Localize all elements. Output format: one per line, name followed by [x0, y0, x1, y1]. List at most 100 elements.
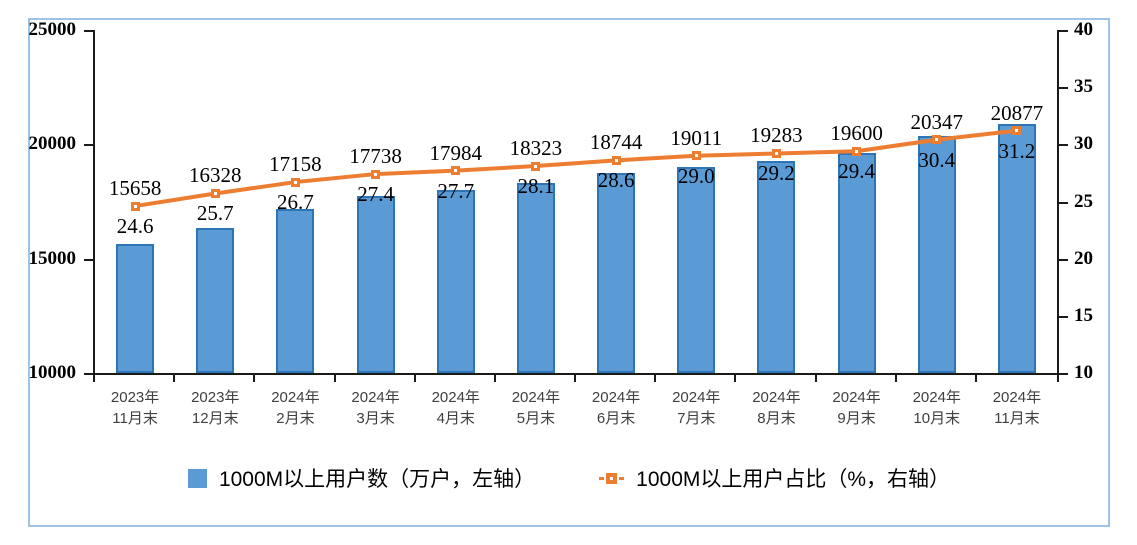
bar-column: [276, 209, 315, 373]
bar-value-label: 19011: [670, 125, 723, 150]
y-axis-left-tick-label: 10000: [28, 362, 77, 383]
y-axis-left-line: [93, 30, 95, 377]
x-axis-label: 2024年 11月末: [992, 389, 1042, 427]
line-value-label: 29.0: [677, 163, 715, 188]
y-axis-right-tick: [1059, 30, 1068, 32]
line-point-marker: [290, 177, 300, 187]
line-value-label: 28.6: [597, 168, 635, 193]
bar-column: [917, 136, 956, 373]
bar-value-label: 18744: [589, 130, 643, 155]
bar-value-label: 16328: [189, 163, 242, 188]
line-value-label: 31.2: [998, 138, 1036, 163]
x-axis-tick: [173, 375, 176, 382]
x-axis-label: 2024年 4月末: [431, 389, 480, 427]
bar-column: [356, 196, 395, 373]
x-axis-label: 2024年 7月末: [672, 389, 721, 427]
line-value-label: 26.7: [277, 190, 314, 215]
x-axis-label: 2024年 10月末: [912, 389, 961, 427]
x-axis-label: 2024年 8月末: [752, 389, 801, 427]
line-point-marker: [130, 201, 140, 211]
legend: 1000M以上用户数（万户，左轴） 1000M以上用户占比（%，右轴）: [30, 458, 1108, 498]
y-axis-left-tick: [84, 30, 93, 32]
y-axis-left-tick: [84, 144, 93, 147]
line-value-label: 29.4: [838, 159, 875, 184]
bar-column: [516, 182, 555, 373]
legend-item-line-series: 1000M以上用户占比（%，右轴）: [599, 463, 950, 493]
x-axis-tick: [413, 375, 416, 382]
legend-line-label: 1000M以上用户占比（%，右轴）: [636, 468, 951, 491]
line-point-marker: [932, 135, 942, 145]
line-point-marker: [531, 161, 541, 171]
bar-value-label: 20347: [910, 109, 964, 134]
bar-value-label: 17984: [429, 140, 483, 165]
y-axis-right-tick-label: 25: [1074, 190, 1093, 212]
line-value-label: 29.2: [758, 161, 795, 186]
x-axis-label: 2024年 3月末: [351, 389, 400, 427]
x-axis-tick: [734, 375, 737, 382]
line-point-marker: [371, 169, 381, 179]
x-axis-line: [93, 373, 1059, 375]
line-point-marker: [771, 148, 781, 158]
bar-column: [757, 160, 796, 373]
x-axis-tick: [894, 375, 897, 382]
y-axis-left-tick-label: 15000: [28, 247, 77, 269]
y-axis-left-tick: [84, 373, 93, 375]
y-axis-right-tick-label: 30: [1074, 133, 1093, 155]
x-axis-tick: [574, 375, 576, 382]
line-value-label: 25.7: [196, 201, 234, 226]
x-axis-tick: [253, 375, 256, 382]
bar-column: [837, 153, 876, 373]
x-axis-tick: [1057, 375, 1059, 382]
x-axis-tick: [493, 375, 496, 382]
line-point-marker: [210, 188, 220, 198]
line-point-marker: [451, 166, 461, 176]
y-axis-right-tick-label: 10: [1074, 362, 1093, 383]
y-axis-left-tick-label: 25000: [28, 19, 77, 40]
x-axis-tick: [654, 375, 657, 382]
line-point-marker: [691, 151, 701, 161]
x-axis-tick: [333, 375, 336, 382]
legend-bar-label: 1000M以上用户数（万户，左轴）: [218, 468, 536, 491]
bar-column: [997, 124, 1036, 373]
x-axis-label: 2024年 5月末: [511, 389, 561, 427]
x-axis-label: 2023年 12月末: [191, 389, 240, 427]
y-axis-left-tick-label: 20000: [28, 133, 77, 155]
x-axis-tick: [974, 375, 977, 382]
line-point-marker: [611, 155, 621, 165]
y-axis-right-tick: [1059, 144, 1068, 147]
bar-column: [196, 228, 235, 373]
bar-series-swatch-icon: [187, 468, 207, 488]
bar-value-label: 19600: [830, 121, 883, 146]
bar-column: [116, 243, 155, 373]
bar-column: [436, 190, 475, 373]
y-axis-left-tick: [84, 258, 93, 261]
line-series-path: [134, 128, 1018, 209]
line-series-swatch-icon: [599, 472, 625, 484]
line-point-marker: [1012, 126, 1022, 136]
bar-value-label: 17738: [349, 144, 402, 169]
x-axis-label: 2024年 9月末: [832, 389, 881, 427]
y-axis-right-tick: [1059, 373, 1068, 375]
bar-value-label: 19283: [750, 123, 803, 148]
y-axis-right-tick: [1059, 315, 1068, 318]
y-axis-right-tick-label: 15: [1074, 304, 1093, 326]
x-axis-label: 2023年 11月末: [110, 389, 160, 427]
y-axis-right-tick-label: 40: [1074, 19, 1093, 40]
bar-value-label: 18323: [509, 136, 563, 161]
y-axis-right-tick-label: 35: [1074, 76, 1093, 98]
line-value-label: 28.1: [517, 174, 555, 199]
bar-column: [677, 166, 716, 373]
line-value-label: 27.4: [357, 182, 394, 207]
x-axis-tick: [814, 375, 817, 382]
line-point-marker: [852, 146, 862, 156]
bar-column: [597, 173, 636, 373]
bar-value-label: 17158: [269, 152, 322, 177]
line-value-label: 24.6: [116, 214, 154, 239]
y-axis-right-tick: [1059, 87, 1068, 90]
y-axis-right-tick-label: 20: [1074, 247, 1093, 269]
line-value-label: 30.4: [918, 147, 956, 172]
y-axis-right-line: [1057, 30, 1059, 377]
y-axis-right-tick: [1059, 258, 1068, 261]
x-axis-label: 2024年 6月末: [591, 389, 641, 427]
